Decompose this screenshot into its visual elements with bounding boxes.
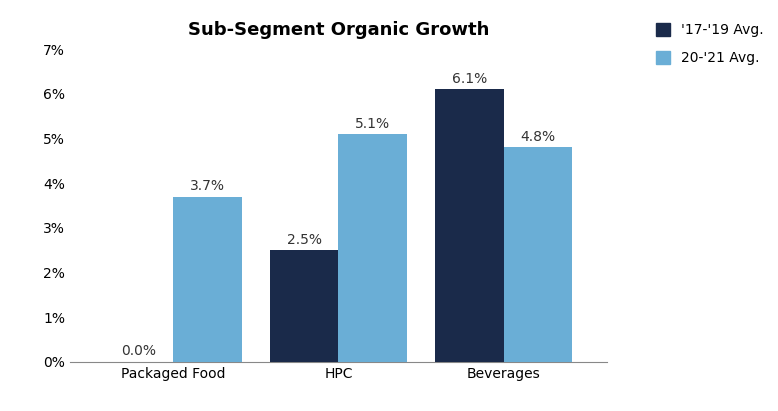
Text: 2.5%: 2.5% [286, 233, 321, 247]
Bar [503, 148, 573, 362]
Text: 0.0%: 0.0% [121, 344, 156, 358]
Bar [435, 90, 503, 362]
Bar [338, 134, 407, 362]
Bar [173, 196, 242, 362]
Text: 4.8%: 4.8% [520, 130, 555, 144]
Text: 6.1%: 6.1% [451, 72, 487, 86]
Text: 3.7%: 3.7% [190, 179, 225, 193]
Title: Sub-Segment Organic Growth: Sub-Segment Organic Growth [187, 21, 489, 39]
Text: 5.1%: 5.1% [356, 117, 391, 131]
Legend: '17-'19 Avg., 20-'21 Avg.: '17-'19 Avg., 20-'21 Avg. [656, 23, 763, 65]
Bar [270, 250, 338, 362]
